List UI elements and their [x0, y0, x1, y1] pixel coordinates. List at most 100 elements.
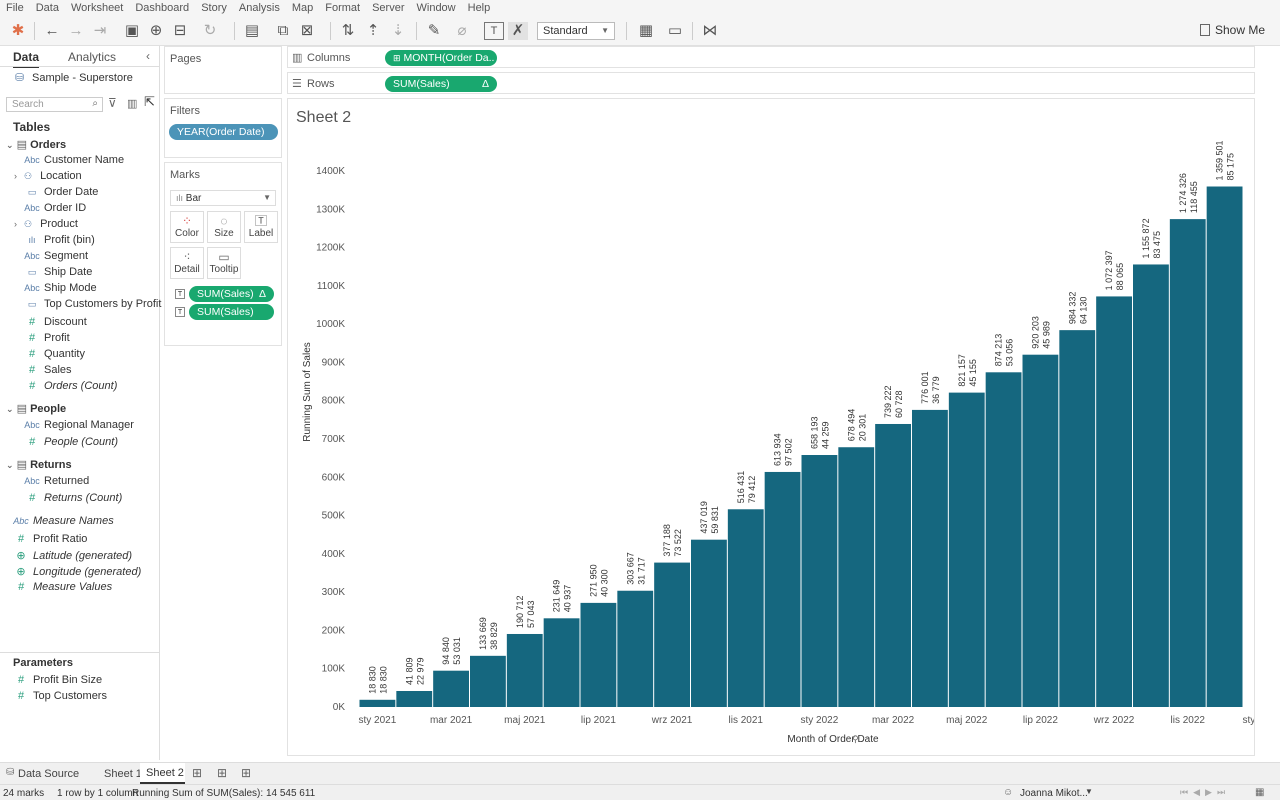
menu-data[interactable]: Data — [35, 2, 59, 14]
filter-icon[interactable]: ⊽ — [108, 96, 117, 110]
datasource-name[interactable]: Sample - Superstore — [32, 72, 133, 84]
tab-data-source[interactable]: Data Source — [18, 768, 80, 780]
collapse-pane-icon[interactable]: ‹ — [146, 49, 150, 63]
grid-view-icon[interactable]: ▦ — [1255, 787, 1265, 798]
tab-data[interactable]: Data — [13, 50, 40, 68]
field-ship-mode[interactable]: Abc Ship Mode — [24, 282, 97, 294]
field-location[interactable]: › ⚇ Location — [14, 170, 82, 182]
bar[interactable] — [1133, 264, 1169, 707]
sort-desc-icon[interactable]: ⇣ — [391, 22, 405, 39]
field-order-id[interactable]: Abc Order ID — [24, 202, 87, 214]
bar[interactable] — [470, 655, 506, 707]
clear-sheet-icon[interactable]: ⊠ — [300, 22, 314, 39]
field-measure-values[interactable]: # Measure Values — [17, 581, 113, 593]
detail-button[interactable]: ⁖ Detail — [170, 247, 204, 279]
menu-dashboard[interactable]: Dashboard — [135, 2, 190, 14]
color-button[interactable]: ⁘ Color — [170, 211, 204, 243]
fit-select[interactable]: Standard ▼ — [537, 22, 615, 40]
bar[interactable] — [1206, 186, 1243, 707]
field-returns-count[interactable]: # Returns (Count) — [28, 492, 123, 504]
rows-pill-sales[interactable]: SUM(Sales) Δ — [385, 76, 497, 92]
sort-asc-icon[interactable]: ⇡ — [366, 22, 380, 39]
mark-pill-sales[interactable]: SUM(Sales) — [189, 304, 274, 320]
filter-pill-year[interactable]: YEAR(Order Date) — [169, 124, 278, 140]
field-people-count[interactable]: # People (Count) — [28, 436, 118, 448]
presentation-icon[interactable]: ▭ — [667, 22, 683, 39]
menu-help[interactable]: Help — [467, 2, 491, 14]
bar[interactable] — [543, 618, 580, 707]
field-top-customers[interactable]: ▭ Top Customers by Profit — [24, 298, 162, 310]
new-sheet-icon[interactable]: ⊞ — [192, 766, 203, 780]
refresh-icon[interactable]: ↻ — [203, 22, 217, 39]
field-regional-manager[interactable]: Abc Regional Manager — [24, 419, 134, 431]
replay-icon[interactable]: ⇥ — [93, 22, 107, 39]
tab-analytics[interactable]: Analytics — [68, 50, 117, 64]
group-icon[interactable]: ⌀ — [457, 22, 467, 39]
redo-icon[interactable]: → — [68, 22, 84, 39]
show-labels-icon[interactable]: T — [484, 22, 504, 40]
chevron-down-icon[interactable]: ▼ — [1085, 787, 1093, 796]
bar[interactable] — [506, 633, 543, 707]
size-button[interactable]: ◌ Size — [207, 211, 241, 243]
bar[interactable] — [1169, 219, 1206, 708]
rows-shelf[interactable]: ☰ Rows SUM(Sales) Δ — [287, 72, 1255, 94]
field-returned[interactable]: Abc Returned — [24, 475, 90, 487]
field-quantity[interactable]: # Quantity — [28, 348, 85, 360]
bar[interactable] — [764, 471, 801, 707]
columns-shelf[interactable]: ▥ Columns ⊞ MONTH(Order Da.. — [287, 46, 1255, 68]
tooltip-button[interactable]: ▭ Tooltip — [207, 247, 241, 279]
bar[interactable] — [1022, 354, 1059, 707]
pause-updates-icon[interactable]: ⊟ — [173, 22, 187, 39]
param-top-customers[interactable]: # Top Customers — [17, 690, 107, 702]
bar[interactable] — [1096, 296, 1132, 707]
field-segment[interactable]: Abc Segment — [24, 250, 89, 262]
filters-card[interactable]: Filters YEAR(Order Date) — [164, 98, 282, 158]
field-profit-ratio[interactable]: # Profit Ratio — [17, 533, 88, 545]
bar[interactable] — [654, 562, 690, 707]
bar[interactable] — [580, 602, 617, 707]
mark-type-select[interactable]: ılı Bar ▼ — [170, 190, 276, 206]
bar[interactable] — [912, 409, 948, 707]
field-discount[interactable]: # Discount — [28, 316, 87, 328]
field-latitude[interactable]: ⊕ Latitude (generated) — [13, 549, 132, 562]
duplicate-icon[interactable]: ⧉ — [277, 22, 289, 39]
new-datasource-icon[interactable]: ⊕ — [149, 22, 163, 39]
menu-story[interactable]: Story — [201, 2, 227, 14]
field-product[interactable]: › ⚇ Product — [14, 218, 78, 230]
columns-pill-month[interactable]: ⊞ MONTH(Order Da.. — [385, 50, 497, 66]
bar[interactable] — [985, 372, 1022, 707]
field-longitude[interactable]: ⊕ Longitude (generated) — [13, 565, 141, 578]
menu-file[interactable]: File — [6, 2, 24, 14]
field-customer-name[interactable]: Abc Customer Name — [24, 154, 125, 166]
table-orders[interactable]: ⌄ ▤ Orders — [6, 139, 67, 151]
user-menu[interactable]: Joanna Mikot... — [1020, 788, 1088, 799]
save-icon[interactable]: ▣ — [124, 22, 140, 39]
bar[interactable] — [617, 590, 654, 707]
bar[interactable] — [1059, 330, 1096, 707]
new-worksheet-icon[interactable]: ▤ — [244, 22, 260, 39]
field-measure-names[interactable]: Abc Measure Names — [13, 515, 114, 527]
new-story-icon[interactable]: ⊞ — [241, 766, 252, 780]
bar[interactable] — [838, 447, 875, 707]
bar[interactable] — [727, 509, 764, 707]
sheet-nav-icon[interactable]: ⏮◀▶⏭ — [1180, 787, 1231, 797]
label-button[interactable]: 🅃 Label — [244, 211, 278, 243]
menu-analysis[interactable]: Analysis — [238, 2, 280, 14]
field-sales[interactable]: # Sales — [28, 364, 72, 376]
menu-worksheet[interactable]: Worksheet — [70, 2, 124, 14]
show-cards-icon[interactable]: ▦ — [638, 22, 654, 39]
bar[interactable] — [396, 690, 433, 707]
bar[interactable] — [801, 455, 838, 707]
search-input[interactable]: Search ⌕ — [6, 97, 103, 112]
menu-format[interactable]: Format — [325, 2, 361, 14]
view-list-icon[interactable]: ▥ — [127, 98, 138, 110]
menu-server[interactable]: Server — [372, 2, 405, 14]
undo-icon[interactable]: ← — [44, 22, 60, 39]
fix-axes-icon[interactable]: ✗ — [508, 22, 528, 40]
field-profit-bin[interactable]: ılı Profit (bin) — [24, 234, 94, 246]
bar[interactable] — [875, 423, 911, 707]
menu-map[interactable]: Map — [291, 2, 314, 14]
tab-sheet-1[interactable]: Sheet 1 — [104, 768, 142, 780]
field-ship-date[interactable]: ▭ Ship Date — [24, 266, 93, 278]
field-orders-count[interactable]: # Orders (Count) — [28, 380, 118, 392]
